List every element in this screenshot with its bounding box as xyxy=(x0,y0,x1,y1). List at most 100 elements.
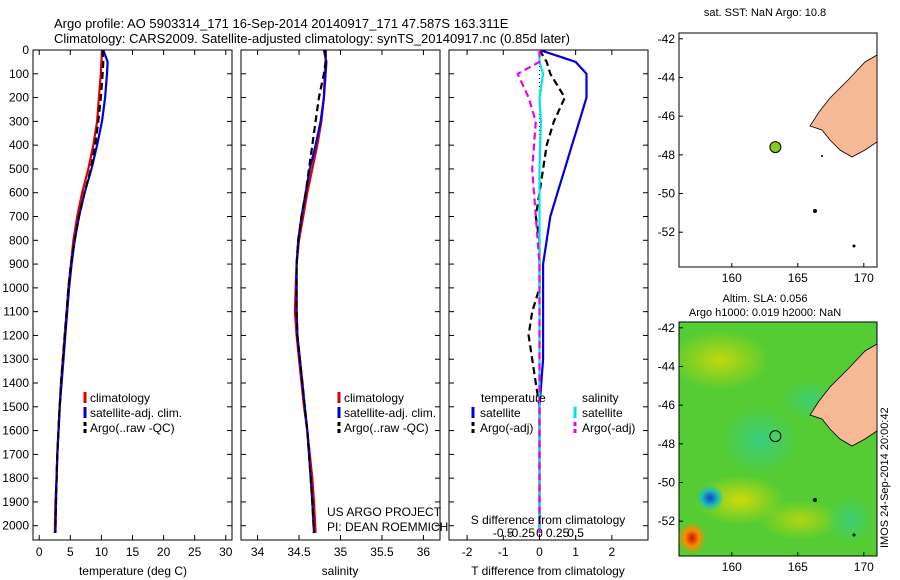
legend-label: climatology xyxy=(344,391,404,405)
y-tick-label: 1000 xyxy=(2,281,29,295)
legend-label: climatology xyxy=(90,391,150,405)
x-tick-label: 25 xyxy=(188,545,202,559)
sla-anomaly xyxy=(825,495,875,545)
s-tick-label: 0.25 xyxy=(546,526,570,540)
island-marker xyxy=(813,209,817,213)
map-y-tick-label: -44 xyxy=(658,359,676,373)
y-tick-label: 1100 xyxy=(3,305,29,319)
sst-map-axes: 160 165 170 -42 -44 -46 -48 -50 -52 xyxy=(658,32,874,285)
imos-timestamp: IMOS 24-Sep-2014 20:00:42 xyxy=(879,407,891,548)
difference-legend: temperature salinity satellite Argo(-adj… xyxy=(471,391,635,435)
y-tick-label: 1900 xyxy=(2,495,29,509)
difference-xlabel: T difference from climatology xyxy=(471,564,625,578)
series-line-argo-raw-qc- xyxy=(54,50,105,533)
y-tick-label: 1300 xyxy=(2,352,29,366)
map-x-tick-label: 170 xyxy=(854,560,874,574)
y-tick-label: 600 xyxy=(9,186,29,200)
y-tick-label: 100 xyxy=(9,67,29,81)
map-x-tick-label: 160 xyxy=(722,560,742,574)
temperature-legend: climatology satellite-adj. clim. Argo(..… xyxy=(83,391,182,435)
x-tick-label: 5 xyxy=(67,545,74,559)
x-tick-label: -1 xyxy=(498,545,509,559)
map-x-tick-label: 160 xyxy=(722,271,742,285)
sla-anomaly xyxy=(720,405,800,475)
sla-map-title-1: Altim. SLA: 0.056 xyxy=(723,293,808,305)
y-tick-label: 400 xyxy=(9,138,29,152)
legend-label: Argo(..raw -QC) xyxy=(344,421,429,435)
y-tick-label: 300 xyxy=(9,114,29,128)
map-y-tick-label: -42 xyxy=(658,32,676,46)
header-line2: Climatology: CARS2009. Satellite-adjuste… xyxy=(54,31,570,46)
difference-lines xyxy=(516,50,588,533)
map-y-tick-label: -46 xyxy=(658,398,676,412)
y-tick-label: 1200 xyxy=(2,328,29,342)
x-tick-label: 36 xyxy=(417,545,431,559)
map-y-tick-label: -52 xyxy=(658,514,676,528)
map-x-tick-label: 170 xyxy=(854,271,874,285)
map-y-tick-label: -48 xyxy=(658,148,676,162)
island-marker xyxy=(813,498,817,502)
x-tick-label: 0 xyxy=(36,545,43,559)
difference-xlabel-top: S difference from climatology xyxy=(471,513,626,527)
map-x-tick-label: 165 xyxy=(788,560,808,574)
y-tick-label: 1400 xyxy=(2,376,29,390)
map-y-tick-label: -44 xyxy=(658,70,676,84)
map-y-tick-label: -48 xyxy=(658,437,676,451)
legend-title-salinity: salinity xyxy=(582,391,619,405)
sst-map-content xyxy=(809,54,877,248)
temperature-xlabel: temperature (deg C) xyxy=(79,564,187,578)
map-y-tick-label: -46 xyxy=(658,109,676,123)
y-tick-label: 2000 xyxy=(2,519,29,533)
legend-label: satellite xyxy=(480,406,521,420)
legend-label: satellite-adj. clim. xyxy=(90,406,182,420)
island-marker xyxy=(821,155,823,157)
salinity-axes: 34 34.5 35 35.5 36 xyxy=(241,49,440,559)
series-line-climatology xyxy=(53,50,104,533)
temperature-axes: 0 5 10 15 20 25 300100200300400500600700800900… xyxy=(2,43,232,559)
s-tick-label: -0.5 xyxy=(493,526,514,540)
x-tick-label: 35.5 xyxy=(370,545,394,559)
s-tick-label: 0 xyxy=(536,526,543,540)
legend-label: Argo(..raw -QC) xyxy=(90,421,175,435)
sla-map-content xyxy=(679,330,877,554)
sla-anomaly xyxy=(679,330,770,390)
x-tick-label: 34.5 xyxy=(287,545,311,559)
x-tick-label: 35 xyxy=(334,545,348,559)
salinity-xlabel: salinity xyxy=(322,564,359,578)
y-tick-label: 800 xyxy=(9,233,29,247)
series-line-t-argo-adj- xyxy=(527,50,566,533)
y-tick-label: 1600 xyxy=(2,424,29,438)
series-line-t-satellite xyxy=(538,50,588,533)
y-tick-label: 200 xyxy=(9,91,29,105)
legend-label: satellite xyxy=(582,406,623,420)
island-marker xyxy=(852,533,856,537)
x-tick-label: 20 xyxy=(157,545,171,559)
sla-anomaly xyxy=(760,500,840,540)
temperature-lines xyxy=(53,50,109,533)
map-y-tick-label: -50 xyxy=(658,476,676,490)
argo-float-marker xyxy=(769,141,782,154)
sla-anomaly-high xyxy=(679,522,706,554)
legend-label: Argo(-adj) xyxy=(582,421,635,435)
difference-axes: -2 -1 0 1 2 -0.5-0.25 0 0.250.5 xyxy=(449,49,648,559)
difference-panel xyxy=(448,49,649,541)
salinity-panel xyxy=(240,49,441,541)
series-line-s-argo-adj- xyxy=(516,50,541,533)
x-tick-label: 2 xyxy=(608,545,615,559)
new-zealand-land xyxy=(809,343,877,447)
credit-line2: PI: DEAN ROEMMICH xyxy=(327,520,448,534)
sla-map-axes: 160 165 170 -42 -44 -46 -48 -50 -52 xyxy=(658,321,874,574)
y-tick-label: 500 xyxy=(9,162,29,176)
legend-label: Argo(-adj) xyxy=(480,421,533,435)
s-tick-label: 0.5 xyxy=(567,526,584,540)
y-tick-label: 900 xyxy=(9,257,29,271)
argo-float-marker-outline xyxy=(769,430,782,443)
x-tick-label: 30 xyxy=(219,545,233,559)
x-tick-label: 15 xyxy=(126,545,140,559)
temperature-panel xyxy=(32,49,233,541)
y-tick-label: 0 xyxy=(22,43,29,57)
x-tick-label: 0 xyxy=(536,545,543,559)
new-zealand-land xyxy=(809,54,877,158)
series-line-argo-raw-qc- xyxy=(295,50,327,533)
y-tick-label: 1500 xyxy=(2,400,29,414)
